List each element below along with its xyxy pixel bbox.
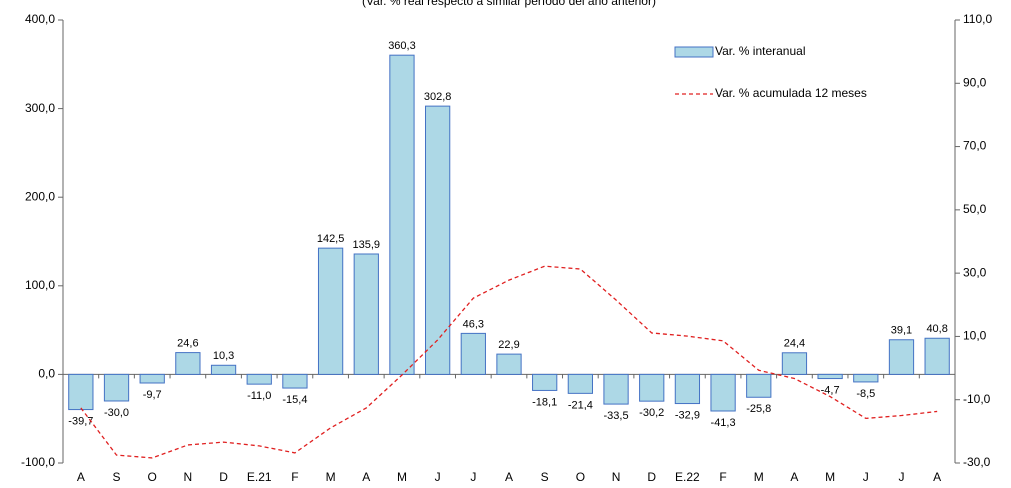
data-label: -11,0 — [247, 390, 271, 402]
y-tick-label: -100,0 — [21, 455, 55, 469]
data-label: 302,8 — [424, 91, 452, 103]
x-tick-label: E.21 — [247, 470, 272, 484]
x-tick-label: S — [113, 470, 121, 484]
legend-label: Var. % acumulada 12 meses — [715, 86, 867, 100]
data-label: -21,4 — [568, 399, 593, 411]
bar — [603, 373, 629, 405]
line — [80, 265, 938, 459]
bar — [103, 373, 130, 402]
bar — [460, 332, 486, 375]
y-tick-label: 200,0 — [25, 189, 55, 203]
bar — [817, 373, 843, 380]
y2-tick-label: -10,0 — [963, 392, 991, 406]
data-label: 22,9 — [498, 339, 519, 351]
x-tick-label: F — [719, 470, 726, 484]
y-tick-label: 100,0 — [25, 278, 55, 292]
bar — [210, 364, 237, 375]
bar — [639, 373, 665, 402]
x-tick-label: D — [219, 470, 228, 484]
bar — [353, 253, 379, 375]
y-tick-label: 0,0 — [38, 367, 55, 381]
x-tick-label: M — [326, 470, 336, 484]
bar — [746, 373, 772, 398]
y-tick-label: 400,0 — [25, 12, 55, 26]
data-label: 46,3 — [463, 318, 484, 330]
x-tick-label: O — [576, 470, 585, 484]
y2-tick-label: 110,0 — [963, 12, 992, 26]
bar — [567, 373, 593, 394]
data-label: -9,7 — [143, 389, 162, 401]
bar — [674, 373, 701, 405]
x-tick-label: E.22 — [675, 470, 700, 484]
bar — [175, 352, 201, 375]
data-label: 142,5 — [317, 233, 345, 245]
data-label: -15,4 — [282, 394, 307, 406]
x-tick-label: O — [148, 470, 157, 484]
data-label: -30,2 — [639, 407, 664, 419]
data-label: 39,1 — [891, 325, 912, 337]
legend-swatch — [674, 46, 714, 58]
x-tick-label: J — [435, 470, 441, 484]
y2-tick-label: 10,0 — [963, 329, 987, 343]
data-label: -18,1 — [532, 396, 557, 408]
bar — [139, 373, 165, 384]
bar — [425, 105, 451, 375]
x-tick-label: J — [863, 470, 869, 484]
bar — [888, 339, 915, 375]
data-label: 135,9 — [353, 239, 381, 251]
y2-tick-label: 30,0 — [963, 265, 987, 279]
legend-label: Var. % interanual — [715, 44, 806, 58]
data-label: -32,9 — [675, 409, 700, 421]
x-tick-label: D — [647, 470, 656, 484]
x-tick-label: M — [825, 470, 835, 484]
x-tick-label: A — [362, 470, 370, 484]
bar — [68, 373, 94, 411]
bar — [317, 247, 344, 375]
data-label: -30,0 — [104, 407, 129, 419]
data-label: 360,3 — [388, 40, 416, 52]
x-tick-label: S — [541, 470, 549, 484]
x-tick-label: A — [933, 470, 941, 484]
x-tick-label: J — [470, 470, 476, 484]
data-label: -4,7 — [821, 384, 840, 396]
data-label: 24,6 — [177, 338, 198, 350]
y-tick-label: 300,0 — [25, 101, 55, 115]
data-label: -39,7 — [68, 415, 93, 427]
bar — [924, 337, 950, 375]
x-tick-label: A — [77, 470, 85, 484]
bar — [853, 373, 879, 383]
x-tick-label: M — [397, 470, 407, 484]
bar — [496, 353, 522, 375]
bar — [710, 373, 736, 412]
y2-tick-label: 70,0 — [963, 139, 987, 153]
bar — [282, 373, 308, 389]
y2-tick-label: 90,0 — [963, 75, 987, 89]
bar — [246, 373, 272, 385]
x-tick-label: F — [291, 470, 298, 484]
x-tick-label: M — [754, 470, 764, 484]
data-label: -33,5 — [604, 410, 629, 422]
data-label: -41,3 — [711, 417, 736, 429]
y2-tick-label: 50,0 — [963, 202, 987, 216]
x-tick-label: A — [505, 470, 513, 484]
bar — [781, 352, 808, 375]
data-label: -25,8 — [746, 403, 771, 415]
chart-title: (Var. % real respecto a similar período … — [362, 0, 656, 8]
x-tick-label: N — [612, 470, 621, 484]
data-label: 40,8 — [926, 323, 947, 335]
x-tick-label: A — [790, 470, 798, 484]
data-label: -8,5 — [856, 388, 875, 400]
data-label: 10,3 — [213, 350, 234, 362]
x-tick-label: N — [184, 470, 193, 484]
bar — [389, 54, 415, 375]
bar — [532, 373, 558, 391]
x-tick-label: J — [898, 470, 904, 484]
data-label: 24,4 — [784, 338, 805, 350]
y2-tick-label: -30,0 — [963, 455, 991, 469]
